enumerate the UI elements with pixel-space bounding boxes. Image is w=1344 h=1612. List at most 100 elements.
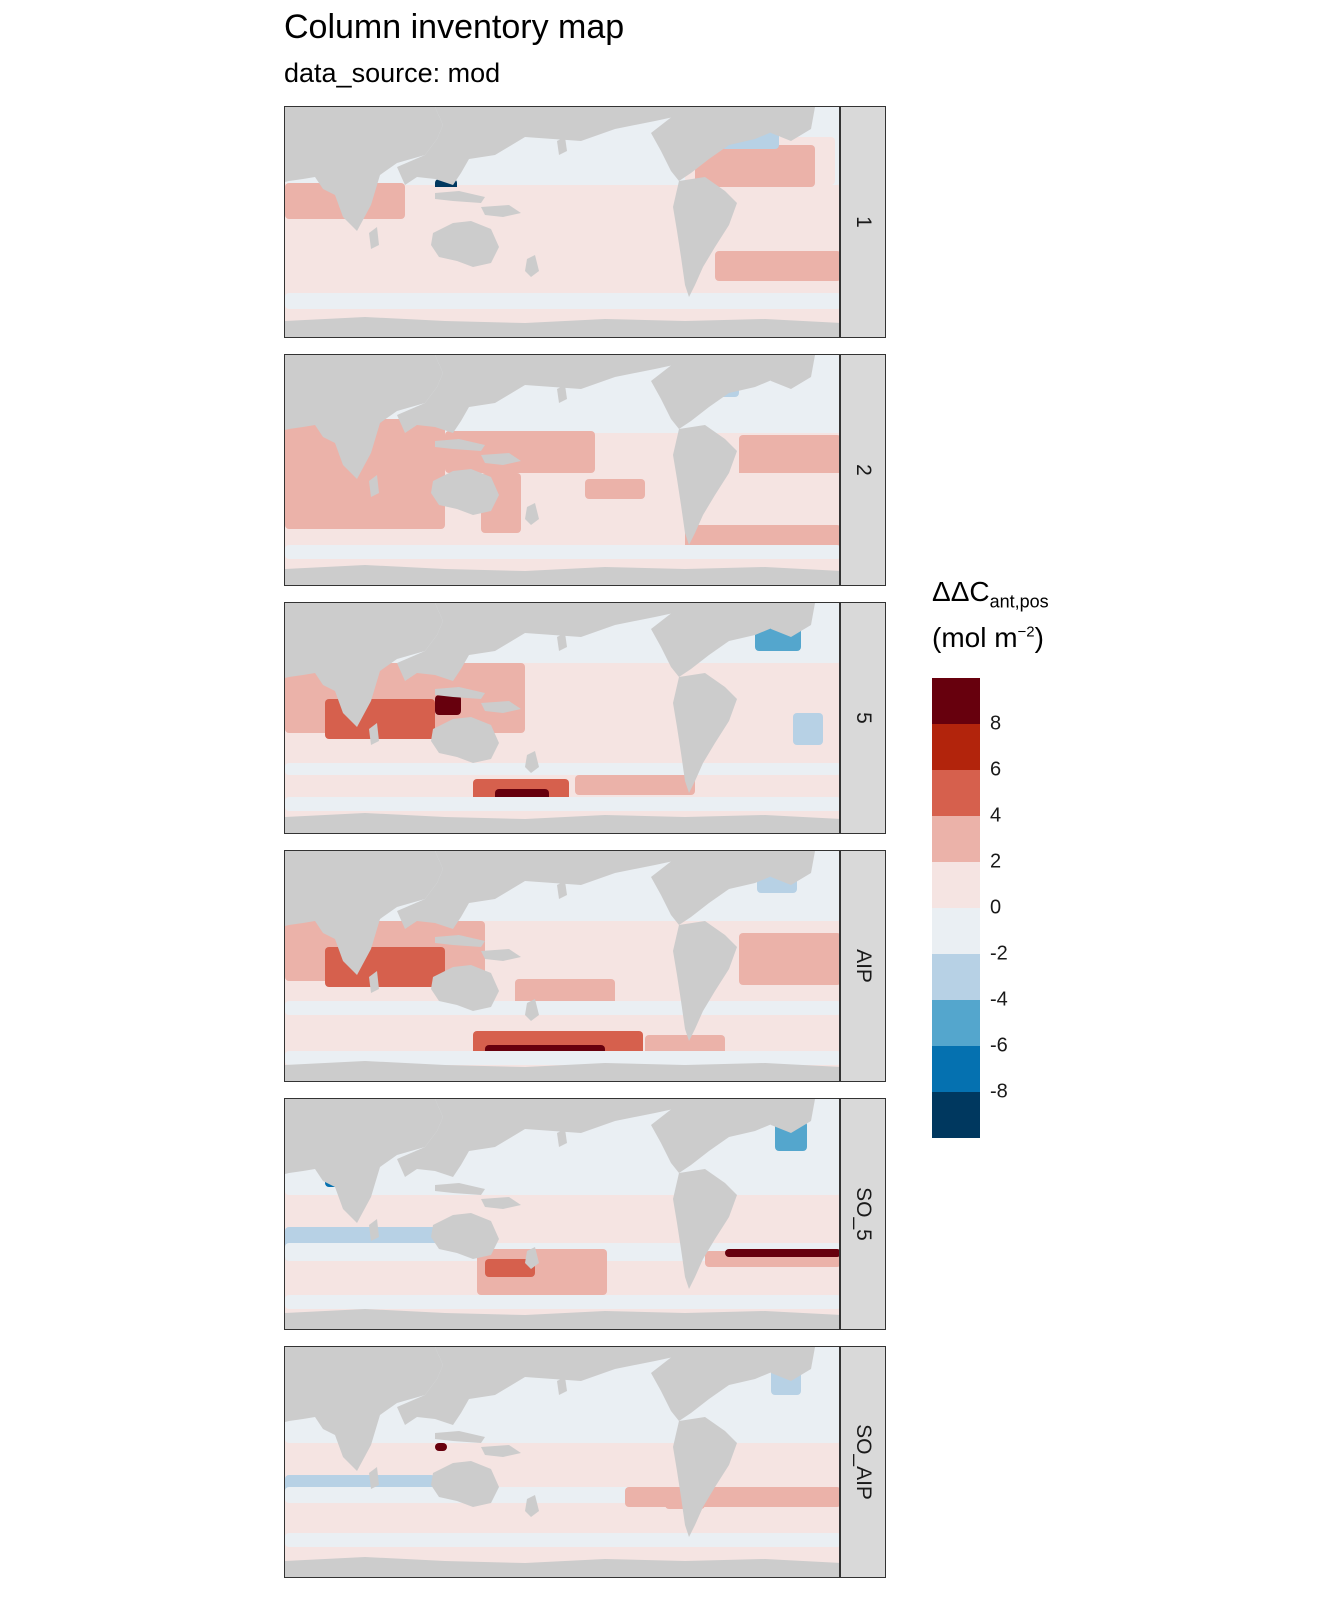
- facet-strip-5: 5: [840, 602, 886, 834]
- legend-tick-label: -4: [990, 988, 1008, 1011]
- land-australia: [431, 965, 499, 1011]
- land-s-america: [673, 1169, 737, 1289]
- land-japan: [557, 137, 567, 155]
- facet-label: AIP: [852, 949, 875, 983]
- land-s-america: [673, 177, 737, 297]
- legend-tick-label: -2: [990, 942, 1008, 965]
- land-africa: [285, 851, 443, 975]
- land-greenland: [755, 1347, 815, 1381]
- legend-tick-label: 2: [990, 850, 1002, 873]
- land-s-america: [673, 1417, 737, 1537]
- facet-label: SO_AIP: [852, 1424, 875, 1500]
- legend-swatch: [932, 1000, 980, 1046]
- land-new-zealand: [525, 1247, 539, 1269]
- land-s-america: [673, 673, 737, 793]
- facet-strip-AIP: AIP: [840, 850, 886, 1082]
- land-africa: [285, 1099, 443, 1223]
- legend-variable-sub: ant,pos: [989, 591, 1049, 612]
- legend-tick-label: 8: [990, 712, 1002, 735]
- land-australia: [431, 221, 499, 267]
- legend-swatch: [932, 1046, 980, 1092]
- value-region: [645, 1035, 725, 1055]
- legend-swatch: [932, 954, 980, 1000]
- legend-variable-main: ΔΔC: [932, 576, 990, 607]
- legend-tick-label: -8: [990, 1080, 1008, 1103]
- land-papua: [481, 1197, 521, 1209]
- land-papua: [481, 701, 521, 713]
- value-region: [685, 525, 839, 549]
- land-indonesia: [435, 1183, 485, 1195]
- land-madagascar: [369, 475, 379, 497]
- legend-unit-prefix: (mol m: [932, 622, 1018, 654]
- land-eurasia: [397, 355, 685, 433]
- value-region: [285, 763, 839, 775]
- land-new-zealand: [525, 999, 539, 1021]
- legend-swatch: [932, 770, 980, 816]
- land-papua: [481, 453, 521, 465]
- value-region: [739, 435, 839, 485]
- facet-label: 5: [852, 712, 875, 724]
- legend-title: ΔΔCant,pos (mol m−2): [932, 570, 1049, 661]
- facet-strip-2: 2: [840, 354, 886, 586]
- land-indonesia: [435, 439, 485, 451]
- land-indonesia: [435, 191, 485, 203]
- map-panel-AIP: [284, 850, 840, 1082]
- land-japan: [557, 385, 567, 403]
- value-region: [715, 251, 839, 281]
- value-region: [793, 713, 823, 745]
- land-greenland: [755, 851, 815, 885]
- map-svg: [285, 1099, 839, 1329]
- value-region: [285, 545, 839, 559]
- land-antarctica: [285, 1557, 839, 1577]
- value-region: [285, 797, 839, 811]
- land-eurasia: [397, 603, 685, 681]
- land-indonesia: [435, 935, 485, 947]
- legend-unit: (mol m−2): [932, 616, 1049, 661]
- land-papua: [481, 205, 521, 217]
- map-svg: [285, 603, 839, 833]
- facet-label: 1: [852, 216, 875, 228]
- land-eurasia: [397, 851, 685, 929]
- value-region: [485, 1259, 535, 1277]
- land-australia: [431, 1461, 499, 1507]
- land-madagascar: [369, 971, 379, 993]
- legend-swatch: [932, 908, 980, 954]
- value-region: [435, 695, 461, 715]
- legend-tick-label: 0: [990, 896, 1002, 919]
- value-region: [575, 775, 695, 795]
- map-panel-SO_AIP: [284, 1346, 840, 1578]
- map-panel-SO_5: [284, 1098, 840, 1330]
- land-antarctica: [285, 813, 839, 833]
- land-eurasia: [397, 107, 685, 185]
- legend-swatch: [932, 816, 980, 862]
- value-region: [695, 145, 815, 187]
- value-region: [285, 1001, 839, 1015]
- chart-subtitle: data_source: mod: [284, 58, 501, 88]
- chart-title: Column inventory map: [284, 8, 625, 46]
- facet-strip-1: 1: [840, 106, 886, 338]
- land-antarctica: [285, 1309, 839, 1329]
- map-svg: [285, 107, 839, 337]
- land-madagascar: [369, 1467, 379, 1489]
- legend-tick-label: 4: [990, 804, 1002, 827]
- land-japan: [557, 1129, 567, 1147]
- land-greenland: [755, 603, 815, 637]
- legend-swatch: [932, 724, 980, 770]
- land-antarctica: [285, 317, 839, 337]
- value-region: [285, 1295, 839, 1309]
- land-s-america: [673, 921, 737, 1041]
- legend-swatch: [932, 678, 980, 724]
- value-region: [725, 1249, 839, 1257]
- facet-strip-SO_5: SO_5: [840, 1098, 886, 1330]
- land-africa: [285, 1347, 443, 1471]
- map-svg: [285, 355, 839, 585]
- facet-label: SO_5: [852, 1187, 875, 1241]
- legend-unit-sup: −2: [1017, 624, 1035, 642]
- land-africa: [285, 355, 443, 479]
- land-new-zealand: [525, 1495, 539, 1517]
- land-new-zealand: [525, 503, 539, 525]
- land-japan: [557, 1377, 567, 1395]
- map-svg: [285, 851, 839, 1081]
- map-svg: [285, 1347, 839, 1577]
- map-panel-2: [284, 354, 840, 586]
